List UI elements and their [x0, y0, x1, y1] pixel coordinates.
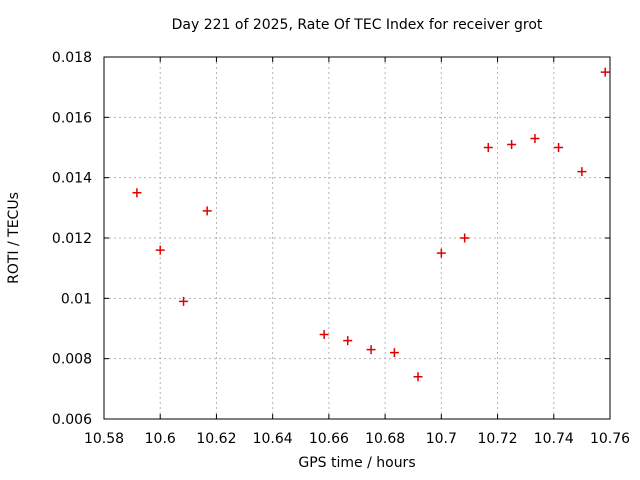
data-point-marker [530, 133, 540, 143]
y-tick-label: 0.018 [52, 50, 92, 66]
y-tick-label: 0.006 [52, 412, 92, 428]
data-point-marker [132, 188, 142, 198]
x-tick-label: 10.74 [534, 431, 574, 447]
x-tick-label: 10.64 [253, 431, 293, 447]
x-tick-label: 10.62 [196, 431, 236, 447]
data-point-marker [366, 345, 376, 355]
y-tick-label: 0.012 [52, 231, 92, 247]
data-point-marker [436, 248, 446, 258]
y-tick-label: 0.016 [52, 110, 92, 126]
x-tick-label: 10.72 [478, 431, 518, 447]
data-point-marker [202, 206, 212, 216]
data-point-marker [179, 296, 189, 306]
x-tick-label: 10.76 [590, 431, 630, 447]
data-point-marker [507, 139, 517, 149]
data-point-marker [319, 330, 329, 340]
data-point-marker [413, 372, 423, 382]
x-tick-label: 10.7 [426, 431, 457, 447]
data-point-marker [577, 167, 587, 177]
data-point-marker [460, 233, 470, 243]
x-tick-label: 10.66 [309, 431, 349, 447]
data-point-marker [554, 143, 564, 152]
data-point-marker [600, 67, 610, 77]
y-tick-label: 0.014 [52, 171, 92, 187]
y-tick-label: 0.01 [61, 291, 92, 307]
x-tick-label: 10.68 [365, 431, 405, 447]
y-tick-label: 0.008 [52, 352, 92, 368]
x-tick-label: 10.58 [84, 431, 124, 447]
data-point-marker [389, 348, 399, 358]
x-tick-label: 10.6 [145, 431, 176, 447]
x-axis-label: GPS time / hours [298, 455, 416, 471]
data-point-marker [343, 336, 353, 346]
data-point-marker [483, 143, 493, 152]
chart-title: Day 221 of 2025, Rate Of TEC Index for r… [171, 17, 543, 33]
data-point-marker [155, 245, 165, 255]
